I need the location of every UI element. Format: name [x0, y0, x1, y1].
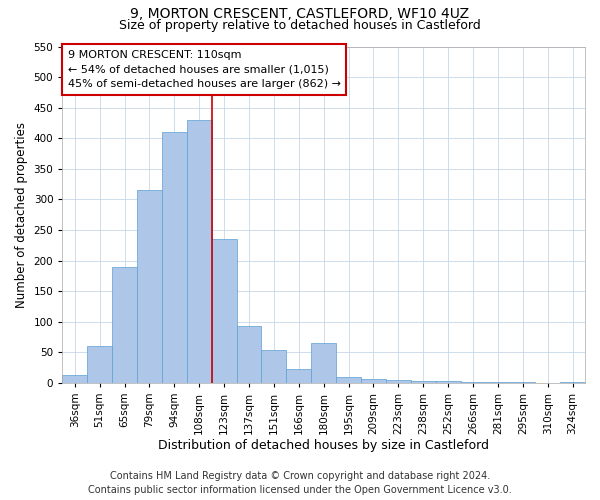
Text: 9, MORTON CRESCENT, CASTLEFORD, WF10 4UZ: 9, MORTON CRESCENT, CASTLEFORD, WF10 4UZ: [130, 8, 470, 22]
Bar: [411, 381, 436, 383]
Text: Size of property relative to detached houses in Castleford: Size of property relative to detached ho…: [119, 19, 481, 32]
Bar: [361, 378, 386, 383]
Bar: [262, 350, 286, 383]
Bar: [485, 382, 511, 383]
X-axis label: Distribution of detached houses by size in Castleford: Distribution of detached houses by size …: [158, 440, 489, 452]
Bar: [386, 380, 411, 383]
Bar: [436, 381, 461, 383]
Y-axis label: Number of detached properties: Number of detached properties: [15, 122, 28, 308]
Bar: [286, 368, 311, 383]
Bar: [162, 132, 187, 383]
Bar: [62, 376, 87, 383]
Bar: [236, 326, 262, 383]
Bar: [511, 382, 535, 383]
Bar: [137, 190, 162, 383]
Bar: [560, 382, 585, 383]
Bar: [112, 266, 137, 383]
Bar: [212, 239, 236, 383]
Bar: [87, 346, 112, 383]
Bar: [461, 382, 485, 383]
Bar: [336, 376, 361, 383]
Text: Contains HM Land Registry data © Crown copyright and database right 2024.
Contai: Contains HM Land Registry data © Crown c…: [88, 471, 512, 495]
Text: 9 MORTON CRESCENT: 110sqm
← 54% of detached houses are smaller (1,015)
45% of se: 9 MORTON CRESCENT: 110sqm ← 54% of detac…: [68, 50, 341, 90]
Bar: [187, 120, 212, 383]
Bar: [311, 343, 336, 383]
